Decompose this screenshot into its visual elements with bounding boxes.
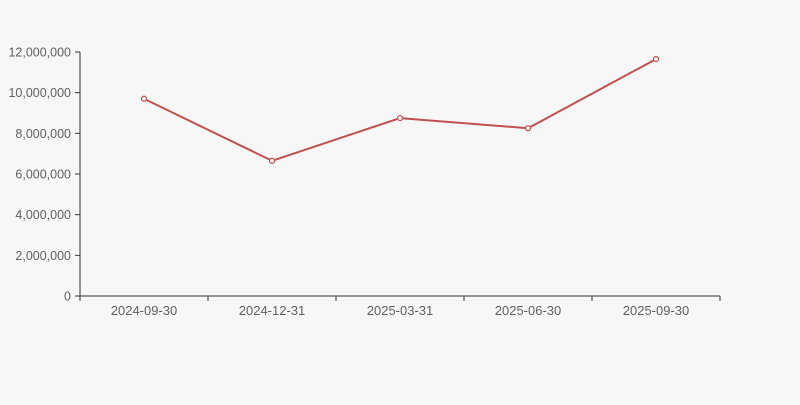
- y-axis-tick-label: 10,000,000: [8, 86, 71, 100]
- data-point-marker[interactable]: [652, 56, 660, 63]
- x-axis-tick-label: 2025-03-31: [367, 303, 434, 318]
- y-axis-tick-label: 0: [64, 290, 71, 304]
- y-axis-tick-label: 8,000,000: [15, 127, 71, 141]
- y-axis-tick-label: 6,000,000: [15, 168, 71, 182]
- x-axis-tick-label: 2024-09-30: [111, 303, 178, 318]
- series-line: [143, 58, 657, 162]
- y-axis-tick-label: 12,000,000: [8, 46, 71, 60]
- data-point-marker[interactable]: [268, 157, 276, 164]
- x-axis-tick-label: 2025-06-30: [495, 303, 562, 318]
- data-point-marker[interactable]: [140, 95, 148, 102]
- data-point-marker[interactable]: [524, 125, 532, 132]
- x-axis-tick-label: 2025-09-30: [623, 303, 690, 318]
- x-axis-tick-label: 2024-12-31: [239, 303, 306, 318]
- data-point-marker[interactable]: [396, 114, 404, 122]
- y-axis-tick-label: 4,000,000: [15, 208, 71, 222]
- y-axis-tick-label: 2,000,000: [15, 249, 71, 263]
